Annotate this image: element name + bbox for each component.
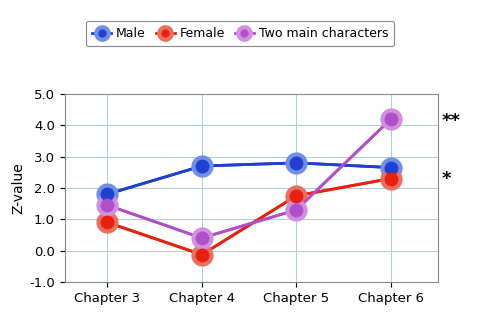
Legend: Male, Female, Two main characters: Male, Female, Two main characters (86, 21, 394, 46)
Y-axis label: Z-value: Z-value (11, 162, 25, 214)
Text: **: ** (442, 111, 461, 130)
Text: *: * (442, 170, 452, 188)
